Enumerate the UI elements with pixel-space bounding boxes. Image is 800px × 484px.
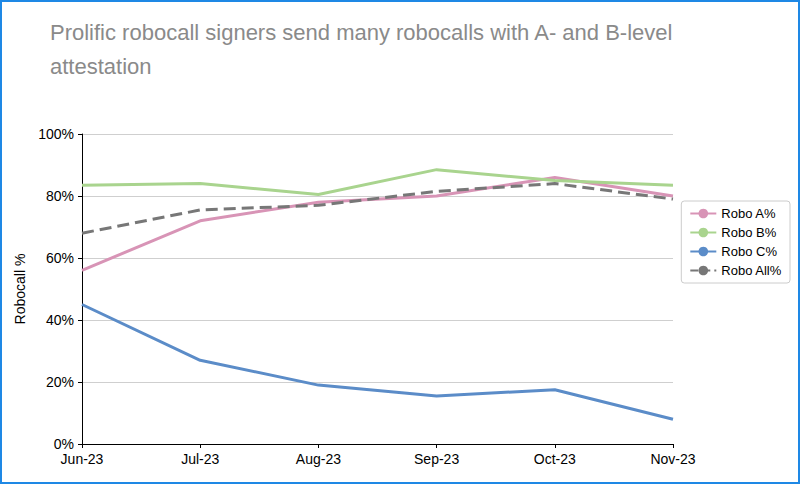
svg-text:Nov-23: Nov-23 — [650, 451, 695, 467]
svg-text:20%: 20% — [46, 374, 74, 390]
svg-text:Sep-23: Sep-23 — [414, 451, 459, 467]
svg-text:attestation: attestation — [50, 54, 152, 79]
svg-text:Jul-23: Jul-23 — [181, 451, 219, 467]
svg-text:Oct-23: Oct-23 — [534, 451, 576, 467]
svg-text:Robo All%: Robo All% — [721, 263, 781, 278]
svg-text:100%: 100% — [38, 126, 74, 142]
svg-text:0%: 0% — [54, 436, 74, 452]
svg-text:Prolific robocall signers send: Prolific robocall signers send many robo… — [50, 20, 679, 45]
svg-text:80%: 80% — [46, 188, 74, 204]
svg-text:Jun-23: Jun-23 — [61, 451, 104, 467]
svg-text:Robo A%: Robo A% — [721, 206, 776, 221]
svg-text:Robo B%: Robo B% — [721, 225, 776, 240]
svg-text:40%: 40% — [46, 312, 74, 328]
svg-text:Aug-23: Aug-23 — [296, 451, 341, 467]
svg-text:Robocall %: Robocall % — [12, 254, 28, 325]
svg-text:60%: 60% — [46, 250, 74, 266]
svg-text:Robo C%: Robo C% — [721, 244, 777, 259]
